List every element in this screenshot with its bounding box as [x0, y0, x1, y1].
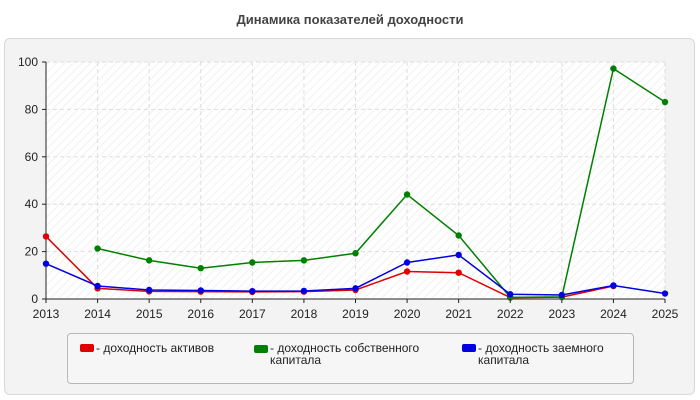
y-tick-label: 40 [25, 197, 39, 211]
data-point [249, 259, 256, 266]
data-point [197, 287, 204, 294]
x-tick-label: 2019 [342, 307, 369, 321]
y-tick-label: 20 [25, 245, 39, 259]
data-point [455, 251, 462, 259]
data-point [661, 290, 669, 297]
x-tick-label: 2015 [136, 307, 163, 321]
data-point [145, 286, 153, 294]
x-tick-label: 2025 [652, 307, 679, 321]
data-point [610, 282, 617, 289]
series-2 [42, 251, 669, 299]
data-point [610, 65, 617, 72]
series-line [97, 67, 666, 299]
data-point [403, 259, 411, 266]
x-tick-label: 2020 [394, 307, 421, 321]
data-point [661, 98, 669, 106]
chart-legend: - доходность активов - доходность собств… [67, 333, 634, 384]
x-tick-label: 2014 [84, 307, 111, 321]
data-point [94, 282, 101, 290]
data-point [455, 232, 462, 239]
y-tick-label: 80 [25, 102, 39, 116]
x-tick-label: 2022 [497, 307, 524, 321]
data-point [455, 269, 462, 276]
x-tick-label: 2017 [239, 307, 266, 321]
data-point [145, 257, 153, 264]
y-tick-label: 0 [31, 292, 38, 306]
legend-swatch-debt [462, 344, 476, 352]
data-point [558, 291, 566, 299]
x-tick-label: 2013 [33, 307, 60, 321]
data-point [249, 287, 256, 295]
x-tick-label: 2023 [548, 307, 575, 321]
series-1 [94, 65, 669, 301]
x-tick-label: 2018 [291, 307, 318, 321]
data-point [197, 264, 204, 272]
data-point [403, 191, 411, 198]
data-point [300, 287, 308, 295]
chart-title: Динамика показателей доходности [236, 12, 464, 27]
x-tick-label: 2024 [600, 307, 627, 321]
x-tick-label: 2021 [445, 307, 472, 321]
legend-label-debt: - доходность заемного капитала [478, 341, 604, 367]
data-point [42, 233, 50, 240]
data-point [300, 257, 308, 264]
x-tick-label: 2016 [187, 307, 214, 321]
data-point [94, 245, 101, 252]
legend-label-assets: - доходность активов [96, 341, 215, 355]
data-point [42, 260, 50, 267]
legend-swatch-assets [80, 344, 94, 352]
data-point [352, 285, 359, 292]
legend-label-equity: - доходность собственного капитала [270, 341, 420, 367]
legend-swatch-equity [254, 345, 268, 353]
y-tick-label: 60 [25, 150, 39, 164]
y-tick-label: 100 [18, 55, 38, 69]
data-point [352, 250, 359, 257]
data-point [507, 291, 514, 298]
data-point [403, 268, 411, 275]
